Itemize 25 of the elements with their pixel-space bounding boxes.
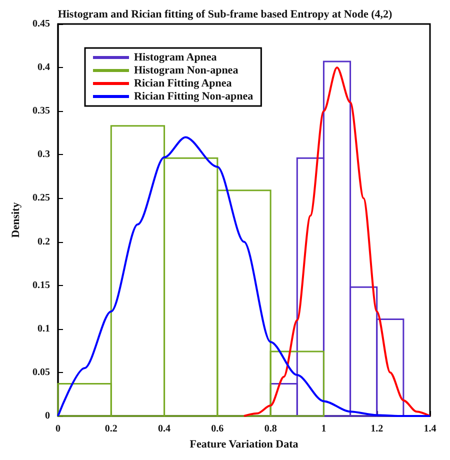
y-tick-label: 0.35	[32, 106, 50, 117]
y-tick-label: 0.45	[32, 18, 50, 30]
x-tick-label: 0.6	[211, 424, 224, 434]
x-tick-label: 1	[321, 424, 326, 434]
chart-title: Histogram and Rician fitting of Sub-frame based Entropy at Node (4,2)	[58, 8, 393, 20]
y-tick-label: 0.4	[38, 62, 50, 74]
x-axis-title: Feature Variation Data	[190, 438, 299, 450]
legend-label: Histogram Non-apnea	[134, 64, 239, 76]
x-tick-label: 0	[56, 424, 60, 434]
x-tick-label: 0.2	[104, 424, 118, 434]
y-axis-title: Density	[10, 202, 22, 238]
y-tick-label: 0.2	[38, 236, 50, 248]
y-tick-label: 0	[45, 410, 50, 422]
y-tick-label: 0.15	[32, 280, 50, 291]
x-tick-label: 1.2	[370, 424, 384, 434]
legend-label: Rician Fitting Non-apnea	[134, 90, 254, 102]
x-tick-label: 1.4	[424, 424, 436, 434]
y-tick-label: 0.3	[38, 149, 50, 160]
legend-label: Rician Fitting Apnea	[134, 78, 232, 90]
y-tick-label: 0.25	[32, 192, 50, 204]
legend-label: Histogram Apnea	[134, 52, 218, 64]
x-tick-label: 0.8	[264, 424, 277, 434]
x-tick-label: 0.4	[158, 424, 171, 434]
y-tick-label: 0.1	[38, 323, 50, 334]
y-tick-label: 0.05	[32, 366, 50, 378]
